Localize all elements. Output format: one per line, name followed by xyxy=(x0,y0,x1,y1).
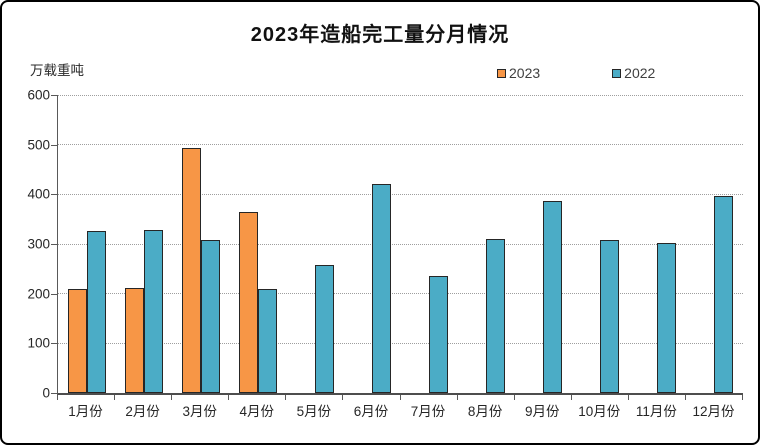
y-tick-label-400: 400 xyxy=(27,186,50,202)
y-axis-tick xyxy=(51,393,57,394)
x-axis-tick xyxy=(513,395,515,400)
y-tick-label-100: 100 xyxy=(27,335,50,351)
bar-2022-1月份 xyxy=(86,231,106,393)
x-axis-tick xyxy=(57,395,58,400)
legend-item-2023: 2023 xyxy=(497,65,540,81)
x-tick-label-10月份: 10月份 xyxy=(578,404,621,419)
bar-2022-7月份 xyxy=(429,276,449,393)
x-tick-label-2月份: 2月份 xyxy=(125,404,160,419)
bar-2023-1月份 xyxy=(67,289,87,393)
y-tick-label-200: 200 xyxy=(27,286,50,302)
y-tick-label-600: 600 xyxy=(27,87,50,103)
bar-2023-3月份 xyxy=(181,148,201,393)
x-axis-tick xyxy=(570,395,572,400)
x-tick-label-12月份: 12月份 xyxy=(692,404,735,419)
category-group-3月份 xyxy=(172,95,229,393)
y-axis-tick xyxy=(51,293,57,295)
x-tick-label-6月份: 6月份 xyxy=(353,404,389,419)
legend-item-2022: 2022 xyxy=(612,65,655,81)
category-group-6月份 xyxy=(343,95,400,393)
x-axis-labels: 1月份 2月份 3月份 4月份 5月份 6月份 7月份 8月份 9月份 10月份 11月份 12月份 xyxy=(57,400,742,420)
x-axis-tick xyxy=(342,395,344,400)
x-axis-tick xyxy=(627,395,629,400)
category-group-7月份 xyxy=(401,95,458,393)
bar-2022-10月份 xyxy=(600,240,620,393)
category-group-11月份 xyxy=(629,95,686,393)
x-tick-label-8月份: 8月份 xyxy=(467,404,503,419)
category-group-5月份 xyxy=(286,95,343,393)
bar-2022-2月份 xyxy=(143,230,163,393)
y-axis-tick xyxy=(51,95,57,96)
category-group-12月份 xyxy=(686,95,743,393)
x-axis-tick xyxy=(285,395,287,400)
gridline-100 xyxy=(58,342,743,344)
x-axis-tick xyxy=(171,395,173,400)
gridline-300 xyxy=(58,243,743,245)
gridline-200 xyxy=(58,293,743,295)
x-axis-tick xyxy=(228,395,230,400)
gridline-500 xyxy=(58,144,743,146)
y-axis-tick xyxy=(51,194,57,196)
category-group-2月份 xyxy=(115,95,172,393)
x-tick-label-11月份: 11月份 xyxy=(635,404,677,419)
x-tick-label-9月份: 9月份 xyxy=(524,404,560,419)
bar-2022-5月份 xyxy=(314,265,334,393)
y-axis-tick xyxy=(51,144,57,146)
bar-2023-4月份 xyxy=(238,212,258,393)
bar-2022-6月份 xyxy=(371,184,391,393)
category-group-8月份 xyxy=(458,95,515,393)
x-axis-tick xyxy=(456,395,458,400)
x-tick-label-4月份: 4月份 xyxy=(239,404,275,419)
x-axis-tick xyxy=(684,395,686,400)
bar-2022-4月份 xyxy=(257,289,277,393)
legend: 2023 2022 xyxy=(497,65,655,81)
legend-label-2023: 2023 xyxy=(509,65,541,81)
legend-label-2022: 2022 xyxy=(624,65,656,81)
category-group-10月份 xyxy=(572,95,629,393)
category-group-9月份 xyxy=(515,95,572,393)
y-axis-tick xyxy=(51,343,57,345)
y-axis-tick xyxy=(51,244,57,245)
y-axis-unit-label: 万载重吨 xyxy=(30,63,84,78)
legend-swatch-2022-icon xyxy=(612,68,622,78)
bar-2023-2月份 xyxy=(124,288,144,393)
x-tick-label-7月份: 7月份 xyxy=(410,404,446,419)
legend-swatch-2023-icon xyxy=(497,68,506,78)
x-axis-tick xyxy=(742,395,743,400)
x-axis-tick xyxy=(114,395,116,400)
x-tick-label-3月份: 3月份 xyxy=(182,404,217,419)
plot-area xyxy=(57,94,743,395)
bar-2022-8月份 xyxy=(486,239,506,393)
y-tick-label-500: 500 xyxy=(27,137,50,153)
gridline-400 xyxy=(58,193,743,195)
gridline-600 xyxy=(58,94,743,96)
bar-2022-9月份 xyxy=(543,201,563,393)
y-tick-label-300: 300 xyxy=(27,236,50,252)
bar-2022-12月份 xyxy=(714,196,734,393)
bar-2022-11月份 xyxy=(657,243,677,393)
y-tick-label-0: 0 xyxy=(42,385,50,401)
x-axis-tick xyxy=(399,395,401,400)
x-tick-label-1月份: 1月份 xyxy=(68,404,103,419)
category-group-4月份 xyxy=(229,95,286,393)
x-tick-label-5月份: 5月份 xyxy=(296,404,332,419)
chart-title: 2023年造船完工量分月情况 xyxy=(250,24,510,46)
bar-2022-3月份 xyxy=(200,240,220,393)
category-group-1月份 xyxy=(58,95,115,393)
